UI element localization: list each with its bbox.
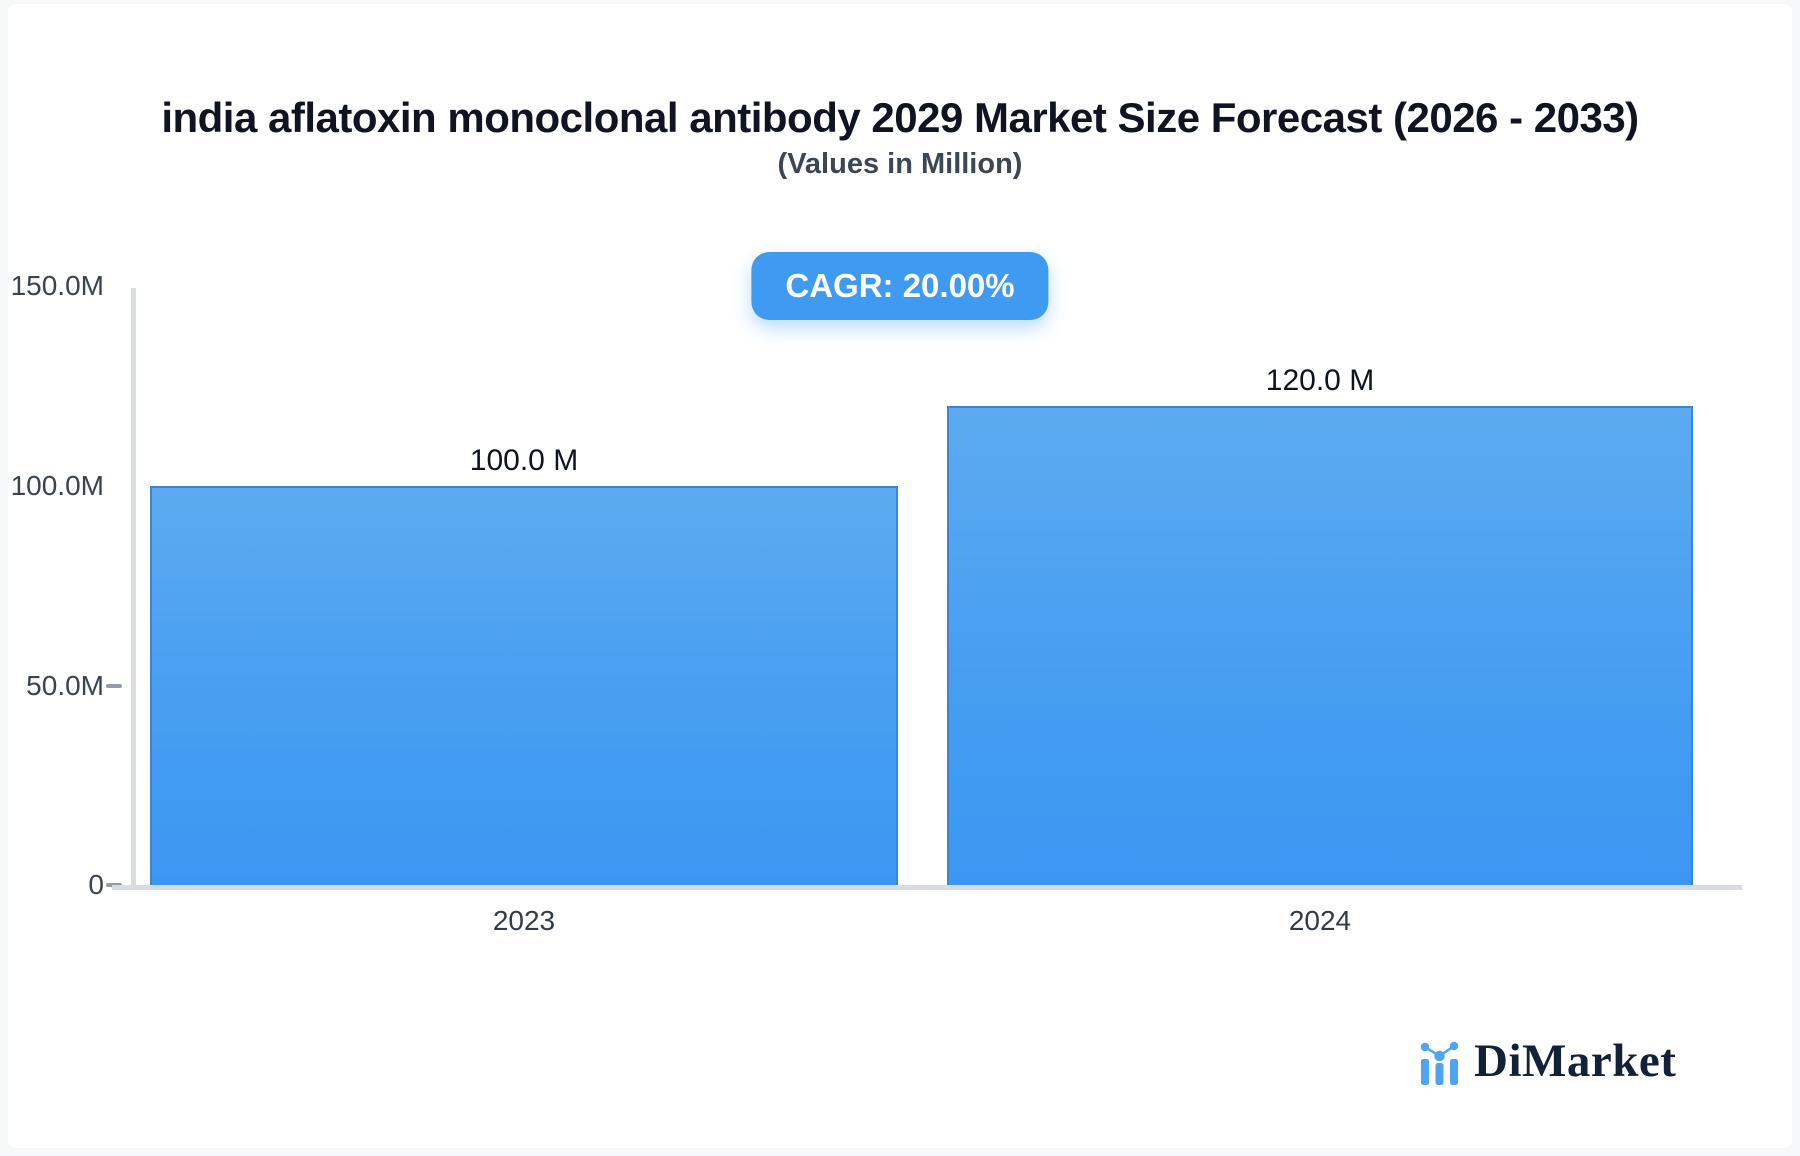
bar-value-label: 100.0 M [469, 443, 579, 477]
bar-2024 [947, 405, 1693, 885]
bar-2023 [150, 485, 898, 885]
bar-group-2023: 100.0 M [150, 288, 898, 885]
cagr-badge: CAGR: 20.00% [751, 252, 1049, 320]
x-axis-category-label: 2023 [492, 905, 556, 936]
bar-value-label: 120.0 M [1265, 363, 1375, 397]
y-axis-line [131, 288, 136, 888]
y-axis-tick-label: 0 [88, 869, 104, 900]
dimarket-logo-icon [1420, 1041, 1459, 1085]
brand-footer: DiMarket [1420, 1038, 1676, 1085]
brand-name: DiMarket [1474, 1035, 1677, 1087]
chart-subtitle: (Values in Million) [777, 148, 1023, 180]
chart-title: india aflatoxin monoclonal antibody 2029… [161, 94, 1639, 141]
y-axis-tick-label: 150.0M [10, 270, 104, 301]
x-axis-category-label: 2024 [1288, 905, 1352, 936]
y-axis-tick-label: 50.0M [26, 670, 104, 701]
bar-group-2024: 120.0 M [947, 288, 1693, 885]
y-axis-tick-label: 100.0M [10, 470, 104, 501]
y-axis-tick-mark [106, 684, 122, 688]
x-axis-line [112, 885, 1742, 890]
